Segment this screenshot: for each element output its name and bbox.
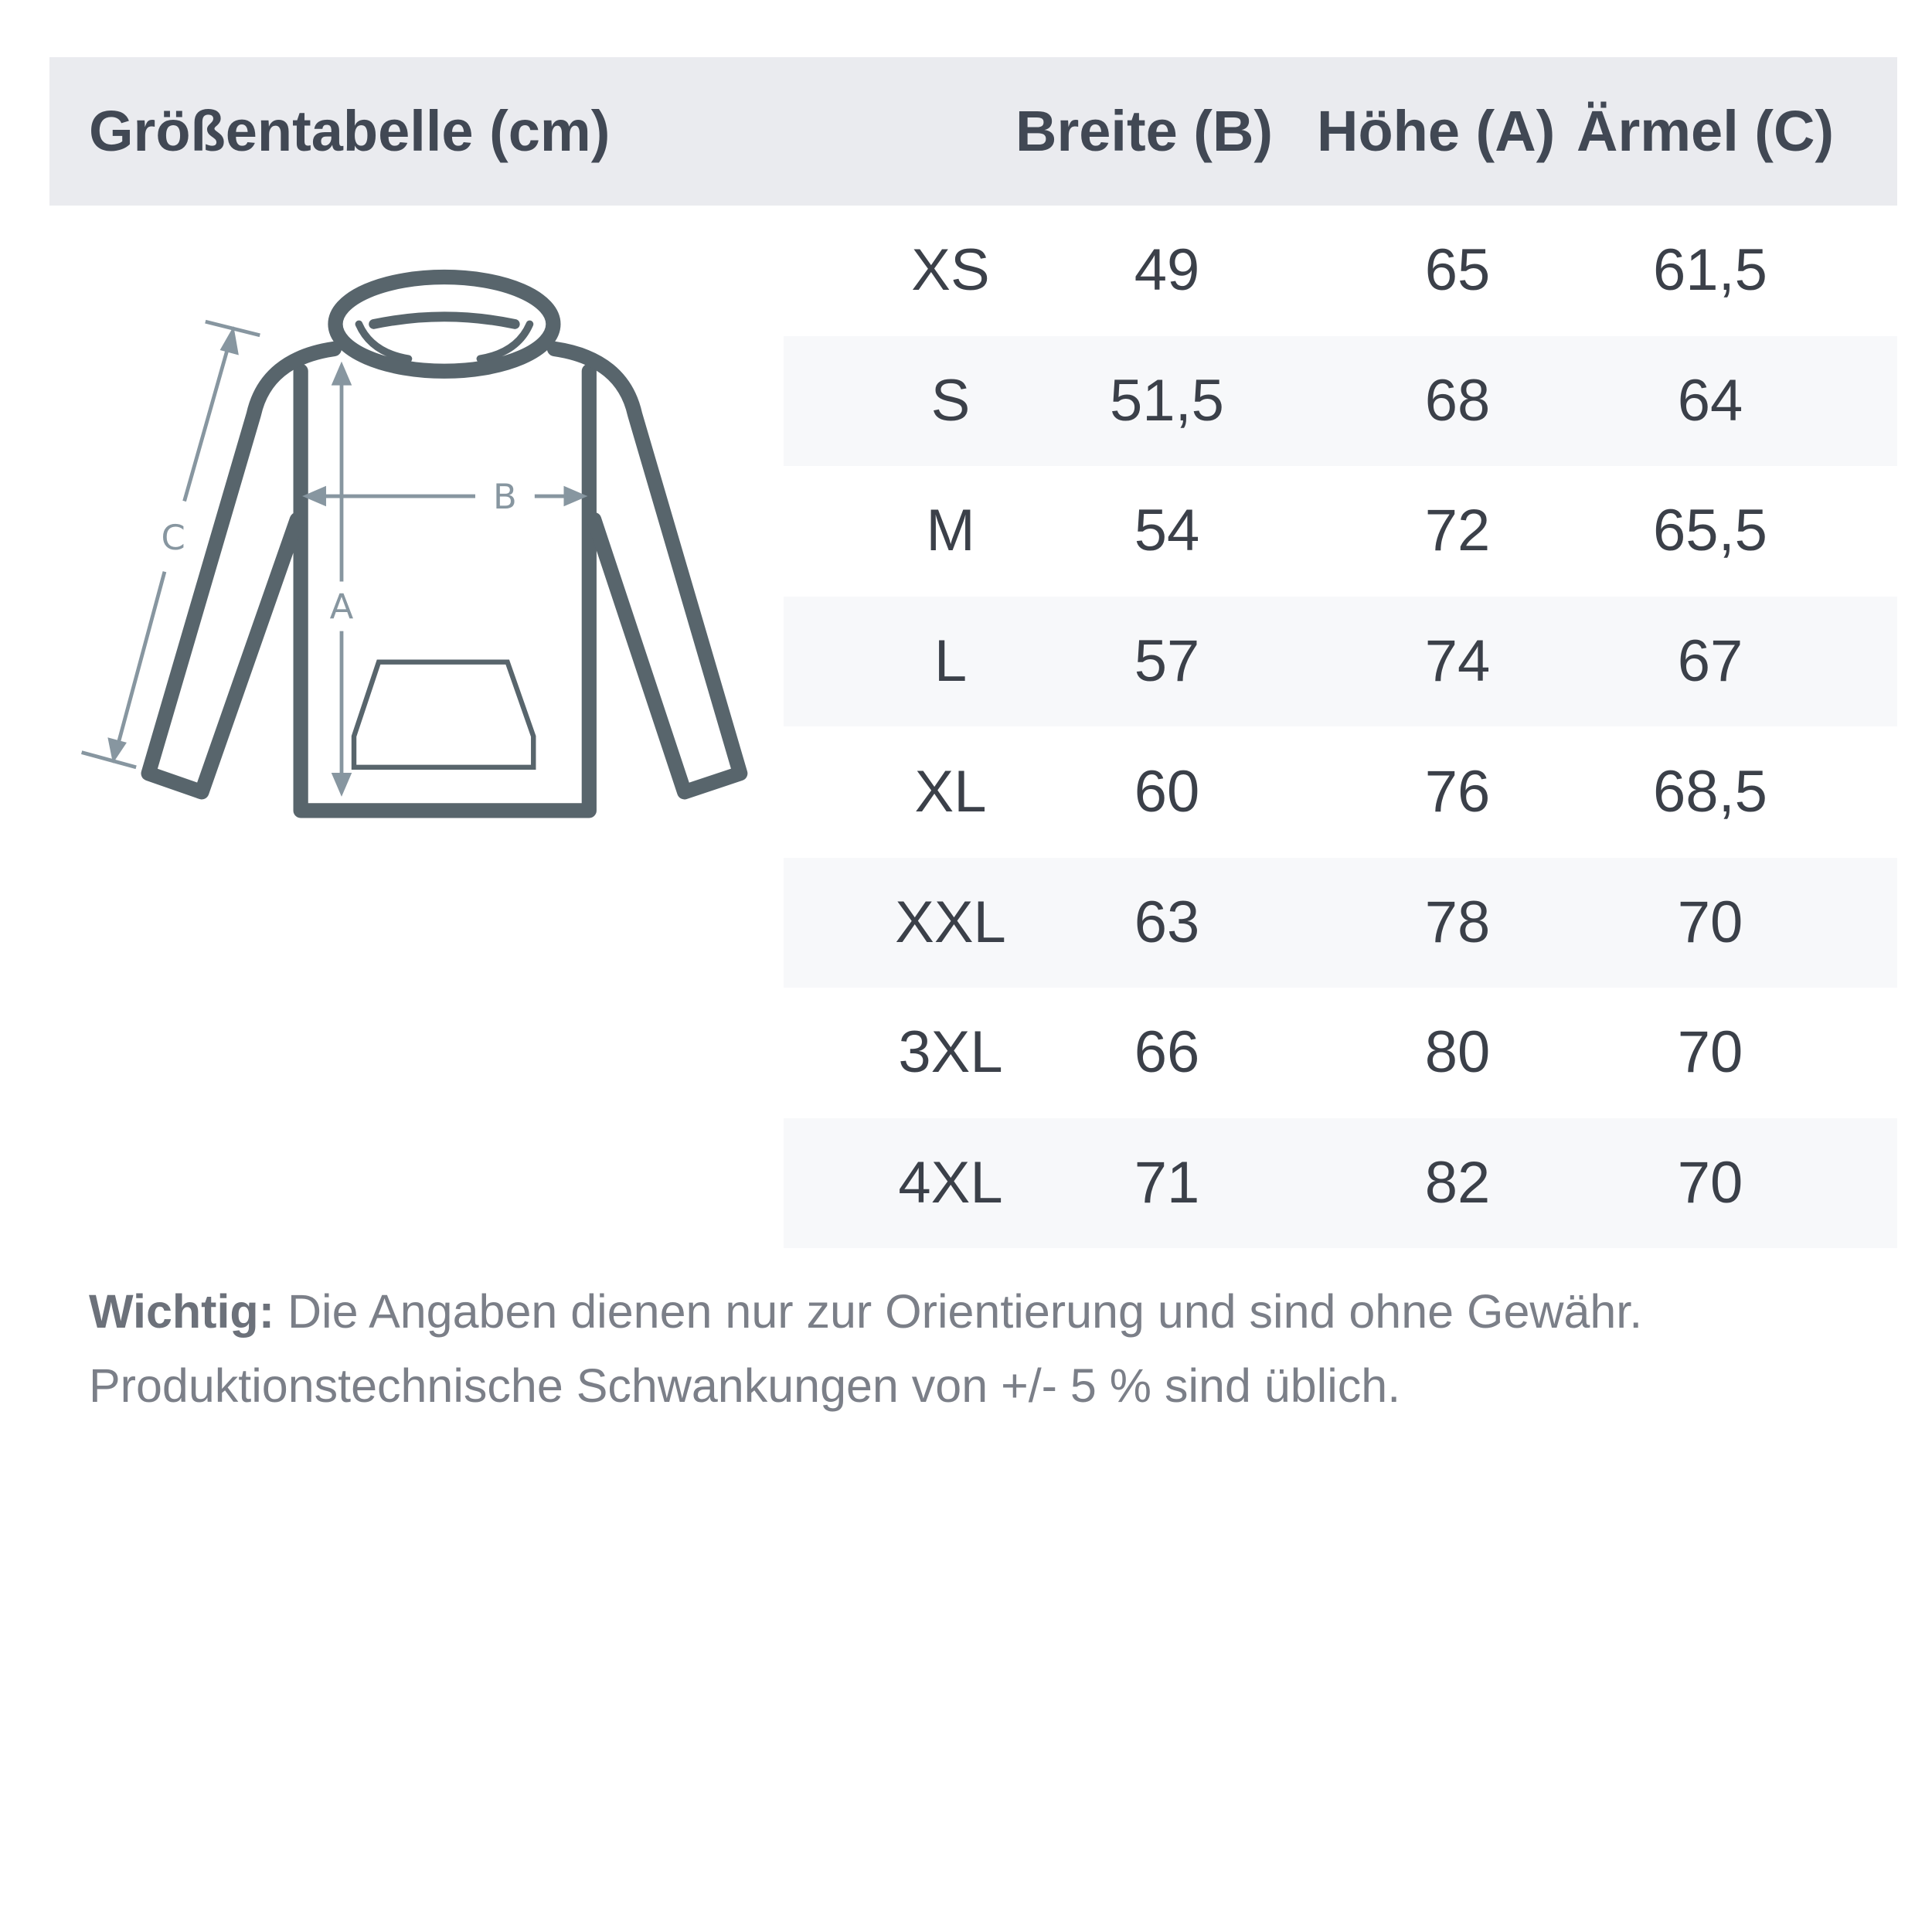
- measurement-b: 71: [1134, 1149, 1200, 1216]
- measurement-a: 80: [1424, 1019, 1491, 1086]
- measurement-a: 76: [1424, 758, 1491, 825]
- measurement-b: 57: [1134, 628, 1200, 695]
- arrow-left-icon: [302, 485, 326, 507]
- row-stripe: [784, 597, 1897, 727]
- hoodie-body: [293, 363, 597, 818]
- measurement-c: 70: [1677, 889, 1743, 955]
- note-line-2: Produktionstechnische Schwankungen von +…: [89, 1359, 1401, 1412]
- measurement-b: 60: [1134, 758, 1200, 825]
- measurement-c: 64: [1677, 367, 1743, 434]
- kangaroo-pocket: [351, 659, 536, 770]
- row-stripe: [784, 335, 1897, 466]
- hood: [328, 269, 561, 379]
- measurement-b: 49: [1134, 237, 1200, 303]
- label-b: B: [493, 476, 517, 517]
- arrow-down-icon: [331, 773, 352, 797]
- size-label: 4XL: [898, 1149, 1003, 1216]
- right-sleeve: [546, 341, 748, 800]
- size-label: XS: [911, 237, 990, 303]
- note-text: Die Angaben dienen nur zur Orientierung …: [274, 1285, 1643, 1338]
- measurement-c: 65,5: [1653, 498, 1767, 564]
- table-title: Größentabelle (cm): [89, 99, 611, 163]
- measurement-c: 67: [1677, 628, 1743, 695]
- note-label: Wichtig:: [89, 1285, 275, 1338]
- measurement-a: 65: [1424, 237, 1491, 303]
- measurement-a: 82: [1424, 1149, 1491, 1216]
- measurement-b: 63: [1134, 889, 1200, 955]
- row-stripe: [784, 1117, 1897, 1248]
- measurement-a: 72: [1424, 498, 1491, 564]
- label-a: A: [330, 587, 354, 628]
- arrow-up-icon: [331, 361, 352, 386]
- size-label: L: [934, 628, 968, 695]
- measurement-c: 68,5: [1653, 758, 1767, 825]
- size-label: 3XL: [898, 1019, 1003, 1086]
- arrow-up-icon: [219, 326, 239, 355]
- measurement-b: 66: [1134, 1019, 1200, 1086]
- label-c: C: [162, 517, 185, 558]
- size-label: XL: [914, 758, 987, 825]
- column-header-height: Höhe (A): [1317, 99, 1556, 163]
- arrow-down-icon: [107, 737, 127, 764]
- row-stripe: [784, 857, 1897, 988]
- measurement-a: 74: [1424, 628, 1491, 695]
- table-header: Größentabelle (cm) Breite (B) Höhe (A) Ä…: [49, 57, 1897, 206]
- size-label: S: [930, 367, 971, 434]
- left-sleeve: [141, 341, 342, 800]
- measurement-b: 51,5: [1110, 367, 1224, 434]
- size-label: M: [926, 498, 975, 564]
- note-line-1: Wichtig: Die Angaben dienen nur zur Orie…: [89, 1284, 1642, 1338]
- measurement-c: 70: [1677, 1149, 1743, 1216]
- column-header-sleeve: Ärmel (C): [1577, 99, 1835, 163]
- measurement-b: 54: [1134, 498, 1200, 564]
- column-header-width: Breite (B): [1015, 99, 1274, 163]
- measurement-a: 68: [1424, 367, 1491, 434]
- hoodie-diagram: A B C: [81, 269, 748, 818]
- measurement-c: 61,5: [1653, 237, 1767, 303]
- measurement-c: 70: [1677, 1019, 1743, 1086]
- measurement-a: 78: [1424, 889, 1491, 955]
- arrow-right-icon: [563, 485, 588, 507]
- size-label: XXL: [895, 889, 1006, 955]
